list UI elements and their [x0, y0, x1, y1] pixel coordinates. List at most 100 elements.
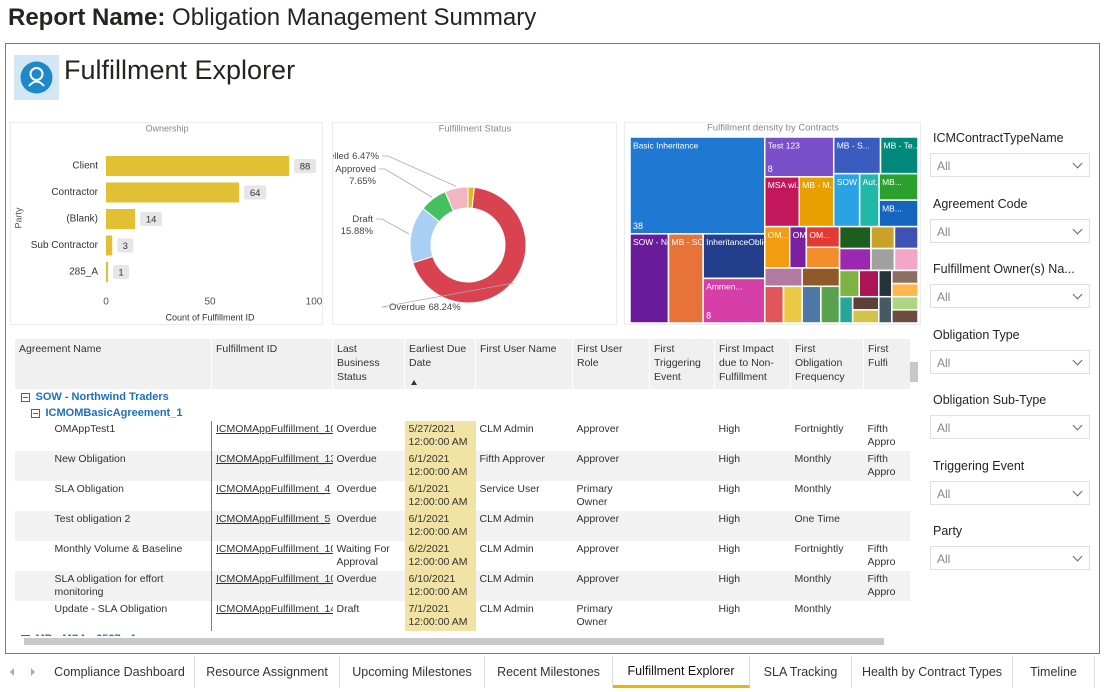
- value-label-bg: [117, 238, 134, 253]
- treemap-tile: [851, 295, 880, 311]
- page-tab[interactable]: Resource Assignment: [195, 656, 340, 688]
- table-cell: SLA Obligation: [14, 481, 212, 511]
- filter-value: All: [937, 290, 951, 304]
- x-tick-label: 0: [103, 297, 109, 308]
- group-row: SOW - Northwind Traders: [14, 389, 910, 405]
- column-header[interactable]: Agreement Name: [14, 339, 212, 389]
- sort-indicator[interactable]: [411, 380, 417, 385]
- y-tick-label: (Blank): [66, 214, 98, 225]
- page-tab[interactable]: Fulfillment Explorer: [613, 656, 750, 688]
- treemap-tile: [629, 136, 766, 235]
- collapse-button[interactable]: [30, 408, 40, 418]
- column-header[interactable]: Last Business Status: [332, 339, 405, 389]
- treemap-tile: [870, 225, 896, 250]
- h-scroll-thumb[interactable]: [24, 638, 884, 645]
- table-cell[interactable]: ICMOMAppFulfillment_4: [216, 483, 331, 495]
- column-header[interactable]: First Obligation Frequency: [790, 339, 864, 389]
- dropdown-chevron: [1072, 224, 1083, 234]
- table-cell: [649, 571, 715, 601]
- column-header[interactable]: Fulfillment ID: [211, 339, 333, 389]
- table-cell[interactable]: ICMOMAppFulfillment_105: [216, 543, 333, 555]
- filter-label: Party: [933, 524, 963, 538]
- column-header[interactable]: First User Name: [475, 339, 573, 389]
- data-row: OMAppTest1 ICMOMAppFulfillment_10 Overdue 5…: [14, 421, 911, 451]
- tile-label: SOW fo...: [837, 177, 874, 187]
- collapse-button[interactable]: [20, 634, 30, 636]
- tile-label: MB - M...: [802, 180, 836, 190]
- filter-dropdown[interactable]: All: [930, 415, 1090, 439]
- status-chart: Fulfillment Status Overdue 68.24% Draft 15.8…: [332, 122, 617, 325]
- treemap-tile: [667, 233, 704, 324]
- tab-prev[interactable]: [10, 668, 14, 676]
- label-value: 15.88%: [341, 226, 374, 237]
- tile-label: Ammen...: [706, 282, 742, 292]
- donut-slice: [412, 186, 527, 304]
- table-cell: OMAppTest1: [14, 421, 212, 451]
- table-cell[interactable]: ICMOMAppFulfillment_5: [211, 511, 333, 541]
- treemap-tile: [801, 285, 822, 324]
- table-cell: 6/1/2021 12:00:00 AM: [404, 481, 476, 511]
- tile-value: 38: [633, 221, 643, 231]
- table-cell: [864, 601, 911, 631]
- column-header[interactable]: First User Role: [572, 339, 650, 389]
- v-scroll-thumb[interactable]: [910, 362, 918, 382]
- tile-value: 8: [768, 164, 773, 174]
- treemap-tile: [764, 225, 791, 269]
- table-cell: Approver: [576, 423, 620, 435]
- tile-label: MB - S...: [837, 140, 870, 150]
- tile-label: InheritanceOblig...: [706, 237, 775, 247]
- filter-dropdown[interactable]: All: [930, 349, 1090, 374]
- table-cell: 7/1/2021 12:00:00 AM: [404, 601, 476, 631]
- table-cell: Fortnightly: [794, 423, 844, 435]
- filter-dropdown[interactable]: All: [930, 153, 1090, 177]
- table-cell: Monthly: [790, 571, 864, 601]
- table-cell: [649, 451, 715, 481]
- table-cell: Approver: [572, 571, 650, 601]
- treemap-tile: [782, 285, 803, 324]
- filter-dropdown[interactable]: All: [930, 480, 1090, 505]
- table-cell[interactable]: ICMOMAppFulfillment_100: [211, 571, 333, 601]
- page-tab[interactable]: Compliance Dashboard: [45, 656, 195, 688]
- collapse-button[interactable]: [20, 392, 30, 402]
- treemap-tile: [891, 269, 919, 285]
- data-row: SLA Obligation ICMOMAppFulfillment_4 Overd…: [14, 481, 911, 511]
- page-tab[interactable]: Upcoming Milestones: [340, 656, 485, 688]
- filter-label: Fulfillment Owner(s) Na...: [933, 262, 1075, 276]
- group-name: SOW - Northwind Traders: [35, 391, 169, 403]
- table-cell[interactable]: ICMOMAppFulfillment_10: [216, 423, 333, 435]
- filter-dropdown[interactable]: All: [930, 218, 1090, 243]
- data-label: Cancelled6.47%: [332, 151, 380, 162]
- page-tab[interactable]: Recent Milestones: [485, 656, 613, 688]
- report-label: Report Name:: [8, 4, 166, 31]
- treemap-tile: [879, 136, 919, 175]
- page-tab[interactable]: SLA Tracking: [750, 656, 852, 688]
- page-tab[interactable]: Timeline: [1013, 656, 1095, 688]
- subgroup-cell: ICMOMBasicAgreement_1: [14, 405, 910, 421]
- leader-line: [382, 155, 457, 187]
- table-cell: [650, 541, 715, 571]
- label-value: 7.65%: [349, 176, 376, 187]
- filter-dropdown[interactable]: All: [930, 284, 1090, 308]
- data-row: Update - SLA Obligation ICMOMAppFulfillme…: [14, 601, 911, 631]
- table-cell[interactable]: ICMOMAppFulfillment_143: [216, 603, 333, 615]
- table-cell[interactable]: ICMOMAppFulfillment_131: [211, 451, 333, 481]
- value-label: 64: [250, 188, 261, 199]
- value-label: 88: [300, 162, 311, 173]
- tab-next[interactable]: [31, 668, 35, 676]
- filter-value: All: [937, 224, 951, 239]
- x-axis-label: Count of Fulfillment ID: [165, 312, 255, 322]
- bar: [106, 235, 113, 256]
- filter-dropdown[interactable]: All: [930, 546, 1090, 570]
- page-tab[interactable]: Health by Contract Types: [852, 656, 1013, 688]
- treemap-tile: [702, 233, 766, 280]
- column-header[interactable]: First Impact due to Non-Fulfillment: [714, 339, 791, 389]
- column-header[interactable]: First Triggering Event: [649, 339, 715, 389]
- filter-label: Obligation Sub-Type: [933, 393, 1047, 407]
- table-cell: CLM Admin: [479, 423, 534, 435]
- treemap-tile: [805, 246, 841, 269]
- table-cell: [864, 481, 911, 511]
- data-label: Approved 7.65%: [335, 164, 376, 187]
- donut-slice: [444, 186, 469, 212]
- column-header[interactable]: First Fulfi: [863, 339, 910, 389]
- leader-line: [379, 168, 433, 198]
